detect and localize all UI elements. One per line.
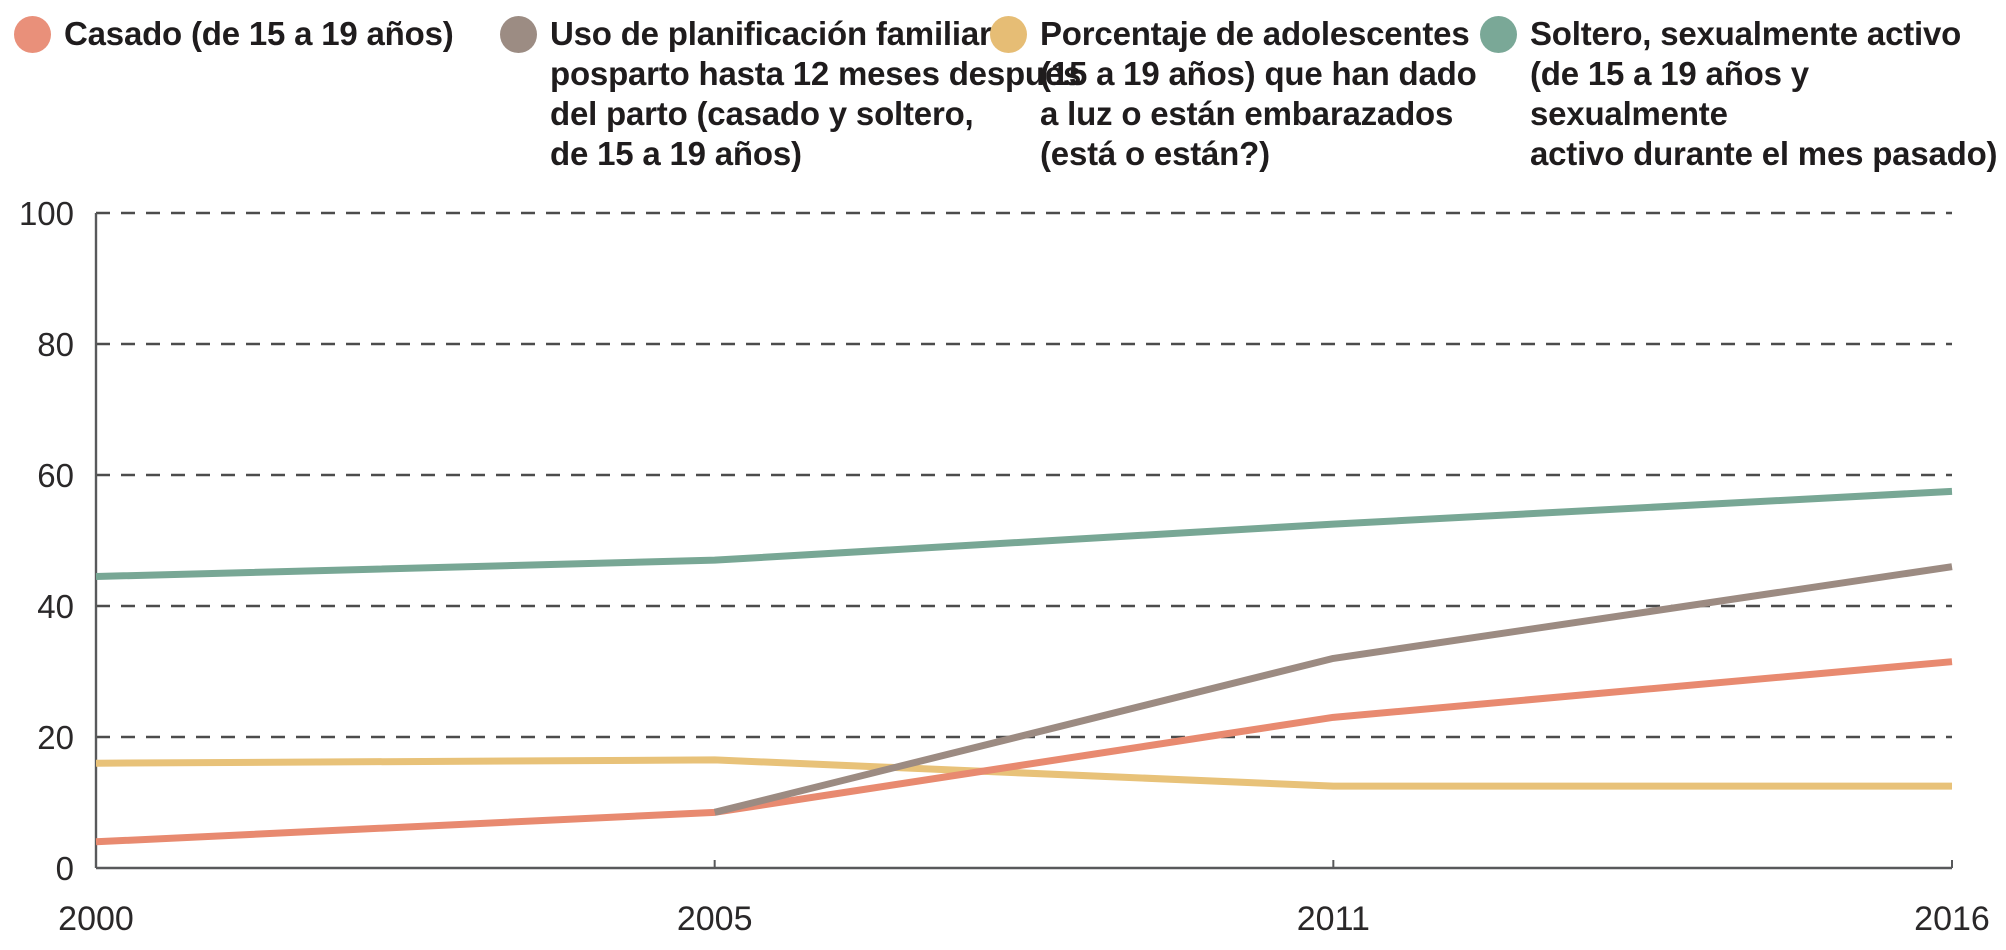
legend-item-soltero: Soltero, sexualmente activo (de 15 a 19 … [1480, 14, 2006, 174]
legend-swatch-soltero-icon [1480, 16, 1517, 53]
y-tick-label-40: 40 [37, 588, 74, 625]
legend-swatch-adolescentes-icon [990, 16, 1027, 53]
legend-swatch-planificacion-icon [500, 16, 537, 53]
y-tick-label-60: 60 [37, 457, 74, 494]
legend-item-casado: Casado (de 15 a 19 años) [14, 14, 454, 54]
legend-label-planificacion: Uso de planificación familiar posparto h… [550, 15, 1082, 172]
y-tick-label-100: 100 [19, 195, 74, 232]
legend-label-soltero: Soltero, sexualmente activo (de 15 a 19 … [1530, 15, 1998, 172]
x-tick-label-2005: 2005 [677, 900, 753, 938]
legend-label-adolescentes: Porcentaje de adolescentes (15 a 19 años… [1040, 15, 1477, 172]
x-tick-label-2016: 2016 [1914, 900, 1990, 938]
legend-item-adolescentes: Porcentaje de adolescentes (15 a 19 años… [990, 14, 1477, 174]
x-tick-label-2011: 2011 [1297, 900, 1370, 938]
y-tick-label-80: 80 [37, 326, 74, 363]
series-line-0 [95, 756, 1952, 790]
series-line-2 [713, 563, 1953, 816]
y-tick-label-20: 20 [37, 719, 74, 756]
x-tick-label-2000: 2000 [58, 900, 134, 938]
y-tick-label-0: 0 [56, 850, 74, 887]
legend-swatch-casado-icon [14, 16, 51, 53]
series-line-3 [95, 487, 1953, 581]
series-line-1 [95, 658, 1953, 846]
legend-item-planificacion: Uso de planificación familiar posparto h… [500, 14, 1081, 174]
chart-legend: Casado (de 15 a 19 años) Uso de planific… [0, 0, 2006, 180]
legend-label-casado: Casado (de 15 a 19 años) [64, 15, 454, 52]
